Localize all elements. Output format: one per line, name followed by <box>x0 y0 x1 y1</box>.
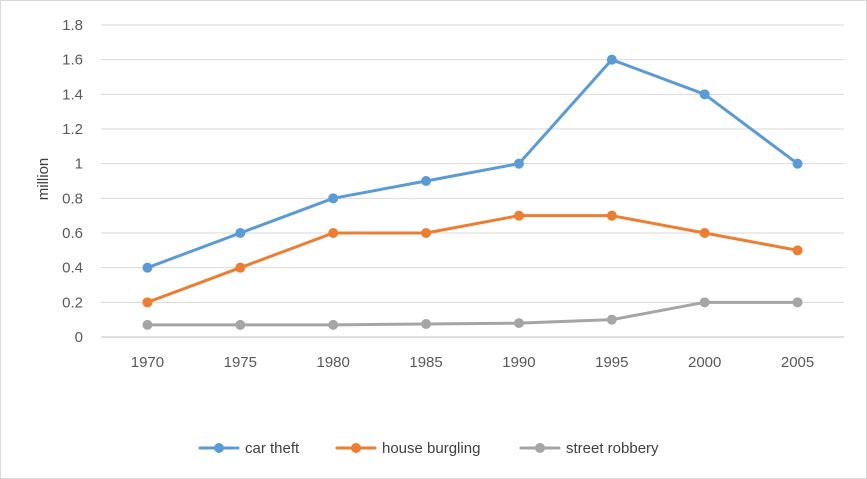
y-tick-label: 0 <box>75 329 83 346</box>
data-point <box>142 297 153 308</box>
data-point <box>699 297 710 308</box>
data-point <box>606 314 617 325</box>
y-tick-label: 0.6 <box>62 225 83 242</box>
legend-item: house burgling <box>335 440 480 457</box>
data-point <box>328 193 339 204</box>
y-axis-tick-labels: 0 0.2 0.4 0.6 0.8 1 1.2 1.4 1.6 1.8 <box>62 17 83 346</box>
y-tick-label: 1.6 <box>62 52 83 69</box>
series-house-burgling <box>142 210 803 308</box>
data-point <box>328 228 339 238</box>
y-axis-label: million <box>35 158 52 201</box>
data-point <box>235 262 246 273</box>
y-tick-label: 0.2 <box>62 294 83 311</box>
data-point <box>142 262 153 273</box>
data-point <box>699 89 710 100</box>
x-tick-label: 1970 <box>131 354 164 371</box>
x-tick-label: 1980 <box>317 354 350 371</box>
series-line <box>145 214 800 304</box>
data-point <box>606 54 617 65</box>
legend-label: street robbery <box>566 440 659 457</box>
series-lines <box>142 54 803 330</box>
x-tick-label: 1995 <box>595 354 628 371</box>
x-axis-tick-labels: 1970 1975 1980 1985 1990 1995 2000 2005 <box>131 354 815 371</box>
y-tick-label: 1.2 <box>62 121 83 138</box>
data-point <box>421 176 432 186</box>
y-tick-label: 0.4 <box>62 260 83 277</box>
x-tick-label: 2000 <box>688 354 721 371</box>
series-line <box>145 58 800 270</box>
x-tick-label: 1985 <box>409 354 442 371</box>
y-tick-label: 1.8 <box>62 17 83 34</box>
data-point <box>235 228 246 238</box>
data-point <box>513 318 524 329</box>
legend: car theft house burgling street robbery <box>198 440 659 457</box>
x-tick-label: 1975 <box>224 354 257 371</box>
data-point <box>421 228 432 238</box>
legend-item: street robbery <box>519 440 659 457</box>
data-point <box>513 158 524 169</box>
y-tick-label: 1.4 <box>62 86 83 103</box>
data-point <box>328 319 339 330</box>
series-line <box>145 300 800 327</box>
data-point <box>699 228 710 238</box>
legend-swatch-marker <box>214 443 224 453</box>
series-car-theft <box>142 54 803 273</box>
x-tick-label: 1990 <box>502 354 535 371</box>
gridlines <box>101 24 844 338</box>
data-point <box>792 297 803 308</box>
data-point <box>792 245 803 256</box>
data-point <box>421 319 432 329</box>
legend-item: car theft <box>198 440 300 457</box>
y-tick-label: 1 <box>75 156 83 173</box>
legend-swatch-marker <box>535 443 545 453</box>
legend-swatch-marker <box>351 443 361 453</box>
data-point <box>235 319 246 330</box>
legend-label: house burgling <box>382 440 480 457</box>
series-street-robbery <box>142 297 803 330</box>
legend-label: car theft <box>245 440 300 457</box>
x-tick-label: 2005 <box>781 354 814 371</box>
data-point <box>142 319 153 330</box>
data-point <box>606 210 617 221</box>
data-point <box>513 210 524 221</box>
y-tick-label: 0.8 <box>62 190 83 207</box>
data-point <box>792 158 803 169</box>
